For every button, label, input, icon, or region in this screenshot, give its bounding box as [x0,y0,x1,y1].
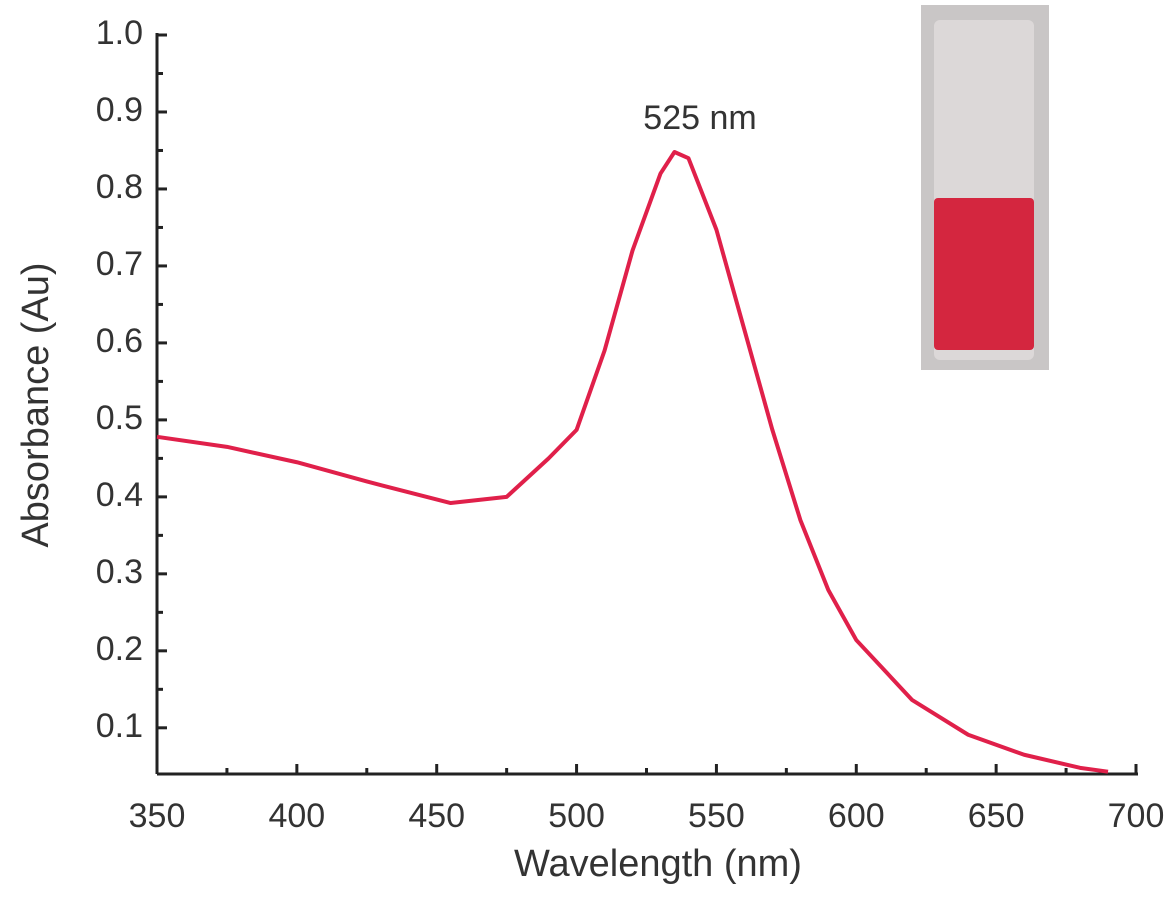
y-tick-label: 0.9 [96,91,143,129]
vial-inset [921,5,1049,370]
x-tick-label: 400 [268,797,325,835]
absorbance-line [156,150,1109,774]
y-tick-label: 0.4 [96,476,143,514]
y-tick-label: 0.2 [96,630,143,668]
y-axis-label: Absorbance (Au) [15,262,57,547]
y-tick-label: 0.5 [96,399,143,437]
y-tick-label: 0.7 [96,245,143,283]
y-tick-label: 0.6 [96,322,143,360]
x-tick-label: 700 [1108,797,1165,835]
x-tick-label: 550 [688,797,745,835]
x-axis-label: Wavelength (nm) [514,843,802,885]
x-tick-label: 600 [828,797,885,835]
y-tick-label: 0.8 [96,168,143,206]
y-tick-label: 0.1 [96,707,143,745]
y-tick-label: 1.0 [96,14,143,52]
vial-liquid [934,198,1034,350]
x-tick-label: 350 [129,797,186,835]
x-tick-label: 450 [408,797,465,835]
x-tick-label: 500 [548,797,605,835]
peak-annotation: 525 nm [643,99,756,137]
y-tick-label: 0.3 [96,553,143,591]
x-tick-label: 650 [968,797,1025,835]
